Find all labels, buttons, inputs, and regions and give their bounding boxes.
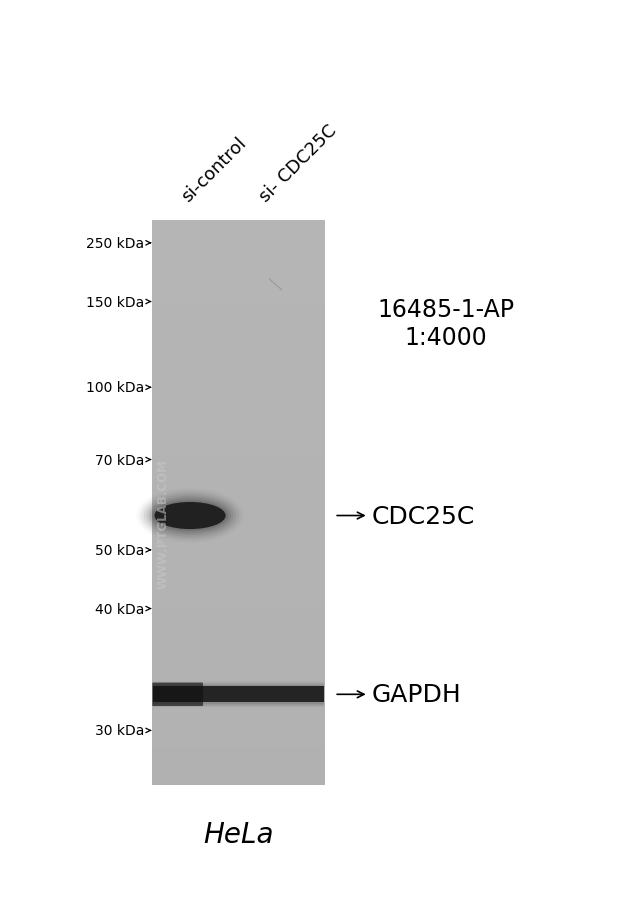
Bar bbox=[152, 503, 325, 512]
Bar bbox=[153, 685, 324, 704]
Bar bbox=[152, 334, 325, 343]
Bar bbox=[152, 729, 325, 738]
Bar bbox=[153, 681, 324, 708]
Bar bbox=[152, 456, 325, 465]
Bar bbox=[152, 776, 325, 785]
Text: si- CDC25C: si- CDC25C bbox=[256, 122, 341, 206]
Bar bbox=[152, 419, 325, 428]
Text: 40 kDa: 40 kDa bbox=[95, 602, 150, 616]
Ellipse shape bbox=[147, 496, 233, 536]
Bar bbox=[152, 766, 325, 776]
Bar bbox=[152, 343, 325, 353]
Bar bbox=[152, 663, 325, 672]
Bar bbox=[152, 278, 325, 287]
Text: GAPDH: GAPDH bbox=[337, 683, 461, 706]
Text: 30 kDa: 30 kDa bbox=[95, 723, 150, 738]
Bar bbox=[152, 757, 325, 766]
Bar bbox=[153, 686, 324, 704]
Ellipse shape bbox=[141, 492, 239, 539]
Bar bbox=[152, 710, 325, 719]
Bar bbox=[152, 400, 325, 409]
Ellipse shape bbox=[155, 502, 225, 529]
Bar bbox=[152, 625, 325, 634]
Bar bbox=[152, 315, 325, 325]
Bar bbox=[152, 672, 325, 681]
Bar bbox=[152, 634, 325, 644]
Bar bbox=[152, 691, 325, 700]
FancyBboxPatch shape bbox=[152, 683, 203, 706]
Bar bbox=[152, 615, 325, 625]
Bar bbox=[153, 686, 324, 703]
Text: si-control: si-control bbox=[178, 134, 249, 206]
Bar bbox=[152, 428, 325, 437]
Bar bbox=[152, 259, 325, 268]
Bar bbox=[152, 578, 325, 587]
Bar bbox=[152, 493, 325, 502]
Bar bbox=[152, 287, 325, 296]
Bar bbox=[152, 484, 325, 493]
Bar bbox=[152, 381, 325, 391]
Ellipse shape bbox=[152, 501, 228, 531]
Bar bbox=[152, 465, 325, 474]
Bar bbox=[152, 644, 325, 653]
Bar bbox=[152, 446, 325, 456]
Bar bbox=[152, 568, 325, 578]
Bar bbox=[152, 540, 325, 550]
Bar bbox=[152, 606, 325, 615]
Bar bbox=[153, 682, 324, 707]
Bar bbox=[152, 268, 325, 278]
Bar bbox=[152, 587, 325, 597]
Bar bbox=[152, 437, 325, 446]
Bar bbox=[152, 521, 325, 531]
Bar bbox=[152, 719, 325, 728]
Text: HeLa: HeLa bbox=[203, 820, 274, 849]
Text: 70 kDa: 70 kDa bbox=[95, 453, 150, 467]
Bar bbox=[152, 240, 325, 249]
Bar bbox=[152, 681, 325, 691]
Bar bbox=[152, 372, 325, 381]
Bar bbox=[152, 738, 325, 747]
Ellipse shape bbox=[155, 502, 225, 529]
Bar bbox=[152, 531, 325, 540]
Bar bbox=[152, 512, 325, 521]
Text: 250 kDa: 250 kDa bbox=[86, 236, 150, 251]
Bar bbox=[152, 221, 325, 230]
Bar bbox=[152, 597, 325, 606]
Bar bbox=[152, 559, 325, 568]
Ellipse shape bbox=[149, 498, 231, 533]
Bar bbox=[152, 353, 325, 362]
Text: 50 kDa: 50 kDa bbox=[95, 543, 150, 557]
Bar bbox=[152, 325, 325, 334]
Text: 16485-1-AP
1:4000: 16485-1-AP 1:4000 bbox=[377, 298, 514, 349]
Text: 100 kDa: 100 kDa bbox=[86, 381, 150, 395]
Bar bbox=[153, 686, 324, 703]
Bar bbox=[152, 230, 325, 240]
Bar bbox=[152, 362, 325, 372]
Text: WWW.PTGLAB.COM: WWW.PTGLAB.COM bbox=[157, 458, 170, 588]
Bar bbox=[152, 550, 325, 559]
Bar bbox=[153, 683, 324, 706]
Bar bbox=[152, 249, 325, 259]
Bar bbox=[152, 700, 325, 710]
Ellipse shape bbox=[144, 494, 236, 538]
Bar bbox=[152, 296, 325, 306]
Text: 150 kDa: 150 kDa bbox=[86, 295, 150, 309]
Bar bbox=[152, 474, 325, 484]
Bar bbox=[152, 653, 325, 663]
Bar bbox=[152, 409, 325, 419]
Text: CDC25C: CDC25C bbox=[337, 504, 475, 528]
Bar bbox=[152, 306, 325, 315]
Bar bbox=[152, 391, 325, 400]
Bar bbox=[152, 747, 325, 757]
